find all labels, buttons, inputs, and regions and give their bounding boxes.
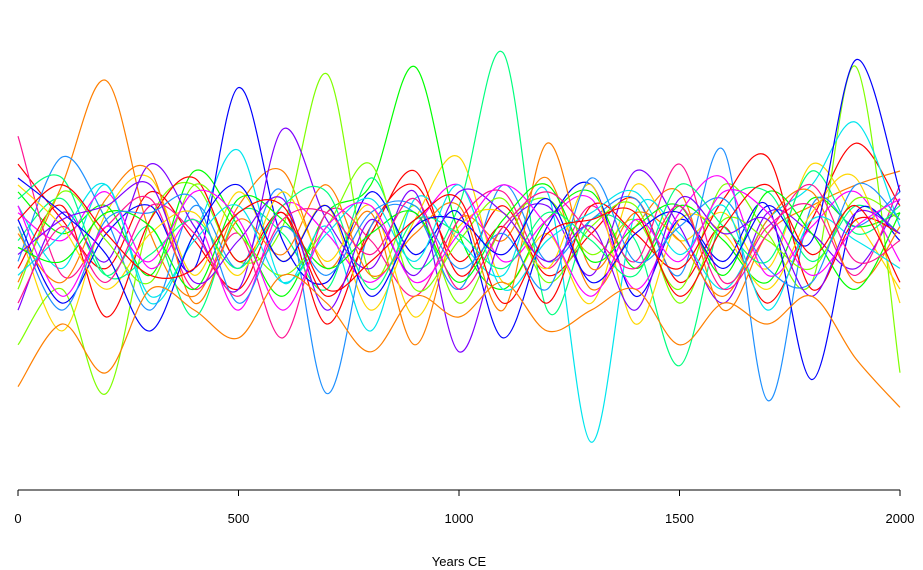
x-axis-label: Years CE bbox=[432, 554, 487, 569]
series-line-18 bbox=[17, 170, 901, 290]
x-tick-label: 0 bbox=[14, 511, 21, 526]
series-line-10 bbox=[17, 127, 901, 353]
x-tick-label: 1500 bbox=[665, 511, 694, 526]
series-line-22 bbox=[17, 181, 901, 311]
series-line-21 bbox=[17, 59, 901, 332]
series-line-11 bbox=[17, 175, 901, 311]
series-line-5 bbox=[17, 66, 901, 297]
series-line-16 bbox=[17, 162, 901, 304]
series-line-25 bbox=[17, 183, 901, 304]
series-line-19 bbox=[17, 182, 901, 311]
x-tick-label: 1000 bbox=[445, 511, 474, 526]
series-line-1 bbox=[17, 142, 901, 325]
series-line-3 bbox=[17, 155, 901, 332]
series-line-24 bbox=[17, 184, 901, 304]
series-line-4 bbox=[17, 65, 901, 395]
x-tick-label: 2000 bbox=[886, 511, 915, 526]
series-line-6 bbox=[17, 50, 901, 367]
x-tick-label: 500 bbox=[228, 511, 250, 526]
series-line-26 bbox=[17, 273, 901, 408]
series-layer bbox=[17, 50, 901, 443]
series-line-8 bbox=[17, 147, 901, 402]
series-line-12 bbox=[17, 136, 901, 339]
series-line-15 bbox=[17, 173, 901, 325]
series-line-20 bbox=[17, 177, 901, 311]
series-line-23 bbox=[17, 184, 901, 311]
x-axis: 0 500 1000 1500 2000 Years CE bbox=[14, 489, 914, 569]
x-axis-ticks: 0 500 1000 1500 2000 bbox=[14, 490, 914, 526]
series-line-17 bbox=[17, 183, 901, 290]
